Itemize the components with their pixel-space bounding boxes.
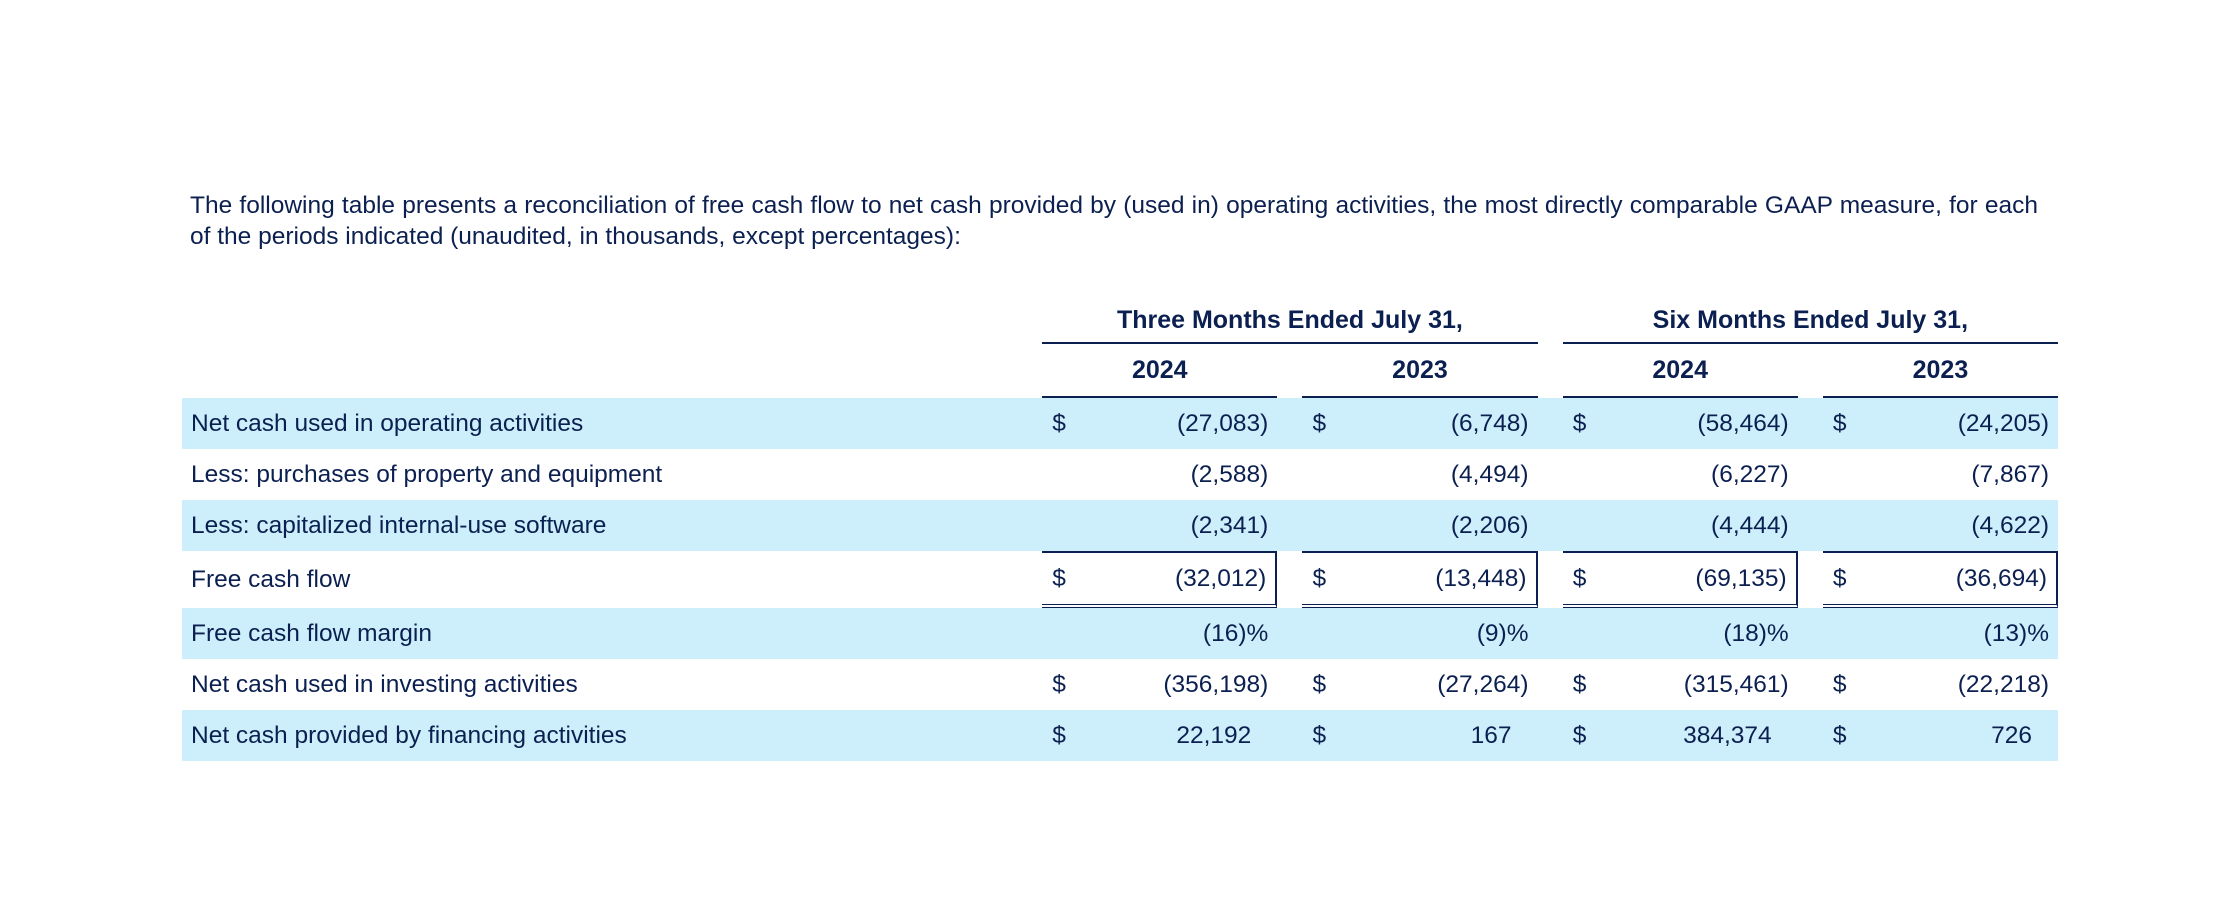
cell-value: (69,135)	[1613, 551, 1798, 608]
header-six-months: Six Months Ended July 31,	[1562, 298, 2058, 344]
dollar-sign: $	[1302, 551, 1353, 608]
intro-paragraph: The following table presents a reconcili…	[190, 192, 2038, 250]
cell-value: (4,444)	[1613, 500, 1798, 551]
dollar-sign: $	[1562, 551, 1614, 608]
cell-value: (356,198)	[1163, 670, 1269, 698]
free-cash-flow-table: Three Months Ended July 31, Six Months E…	[182, 298, 2058, 761]
cell-value: (4,622)	[1873, 500, 2058, 551]
header-year: 2023	[1302, 344, 1538, 398]
dollar-sign: $	[1822, 551, 1874, 608]
cell-value: 167	[1352, 710, 1538, 761]
dollar-sign: $	[1822, 710, 1874, 761]
dollar-sign	[1823, 449, 1873, 500]
header-year: 2024	[1042, 344, 1278, 398]
cell-value: (36,694)	[1873, 551, 2058, 608]
cell-value: (27,264)	[1437, 670, 1529, 698]
table-row: Less: purchases of property and equipmen…	[182, 449, 2058, 500]
cell-value: (18)%	[1613, 608, 1798, 659]
dollar-sign: $	[1302, 398, 1353, 449]
header-year: 2023	[1822, 344, 2058, 398]
row-label: Net cash provided by financing activitie…	[182, 710, 1043, 761]
header-three-months: Three Months Ended July 31,	[1042, 298, 1538, 344]
table-row: Net cash used in operating activities $ …	[182, 398, 2058, 449]
row-label: Less: purchases of property and equipmen…	[191, 460, 663, 488]
cell-value: (2,341)	[1092, 500, 1278, 551]
cell-value: 726	[1873, 710, 2058, 761]
dollar-sign: $	[1562, 710, 1614, 761]
dollar-sign	[1562, 608, 1614, 659]
row-label: Net cash used in investing activities	[191, 670, 578, 698]
dollar-sign: $	[1302, 710, 1353, 761]
table-row: Free cash flow margin (16)% (9)% (18)% (…	[182, 608, 2058, 659]
dollar-sign: $	[1312, 670, 1327, 698]
dollar-sign	[1302, 449, 1352, 500]
dollar-sign	[1562, 500, 1614, 551]
row-label: Less: capitalized internal-use software	[182, 500, 1043, 551]
dollar-sign	[1822, 608, 1874, 659]
table-row-free-cash-flow: Free cash flow $ (32,012) $ (13,448) $ (…	[182, 551, 2058, 608]
dollar-sign: $	[1042, 398, 1093, 449]
cell-value: (4,494)	[1450, 460, 1529, 488]
dollar-sign	[1042, 608, 1093, 659]
cell-value: (24,205)	[1873, 398, 2058, 449]
table-row: Net cash provided by financing activitie…	[182, 710, 2058, 761]
dollar-sign: $	[1832, 670, 1847, 698]
row-label: Free cash flow margin	[182, 608, 1043, 659]
dollar-sign: $	[1052, 670, 1066, 698]
cell-value: (13,448)	[1352, 551, 1538, 608]
table-row: Less: capitalized internal-use software …	[182, 500, 2058, 551]
dollar-sign: $	[1562, 398, 1614, 449]
cell-value: (6,227)	[1711, 460, 1789, 488]
dollar-sign	[1822, 500, 1874, 551]
cell-value: (315,461)	[1683, 670, 1789, 698]
cell-value: (2,588)	[1190, 460, 1269, 488]
cell-value: (32,012)	[1092, 551, 1278, 608]
dollar-sign	[1563, 449, 1613, 500]
cell-value: (6,748)	[1352, 398, 1538, 449]
cell-value: (58,464)	[1613, 398, 1798, 449]
cell-value: (16)%	[1092, 608, 1278, 659]
cell-value: (22,218)	[1957, 670, 2049, 698]
row-label: Free cash flow	[191, 565, 351, 593]
dollar-sign: $	[1572, 670, 1587, 698]
dollar-sign	[1302, 608, 1353, 659]
cell-value: 22,192	[1092, 710, 1278, 761]
header-year: 2024	[1562, 344, 1798, 398]
row-label: Net cash used in operating activities	[182, 398, 1043, 449]
dollar-sign	[1302, 500, 1353, 551]
table-row: Net cash used in investing activities $ …	[182, 659, 2058, 710]
cell-value: (27,083)	[1092, 398, 1278, 449]
cell-value: (13)%	[1873, 608, 2058, 659]
cell-value: 384,374	[1613, 710, 1798, 761]
dollar-sign: $	[1042, 710, 1093, 761]
dollar-sign: $	[1822, 398, 1874, 449]
dollar-sign	[1042, 500, 1093, 551]
dollar-sign	[1042, 449, 1092, 500]
cell-value: (7,867)	[1971, 460, 2049, 488]
header-blank	[182, 298, 1042, 344]
cell-value: (2,206)	[1352, 500, 1538, 551]
cell-value: (9)%	[1352, 608, 1538, 659]
dollar-sign: $	[1042, 551, 1093, 608]
